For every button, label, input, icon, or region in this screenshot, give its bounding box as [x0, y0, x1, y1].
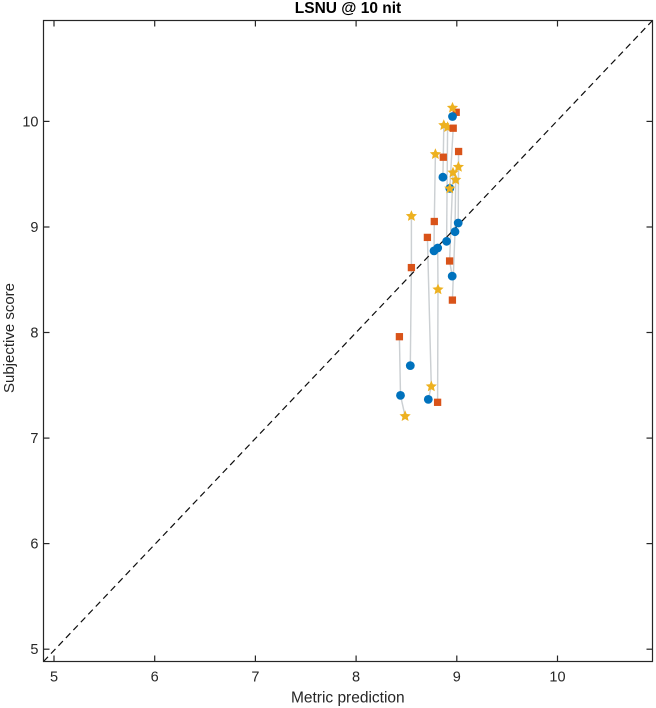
svg-text:10: 10	[22, 114, 38, 130]
svg-text:5: 5	[30, 642, 38, 658]
svg-text:9: 9	[30, 220, 38, 236]
svg-text:6: 6	[30, 537, 38, 553]
svg-text:8: 8	[30, 326, 38, 342]
svg-text:Metric prediction: Metric prediction	[291, 690, 405, 707]
svg-text:9: 9	[453, 670, 461, 686]
svg-text:8: 8	[352, 670, 360, 686]
svg-text:10: 10	[549, 670, 565, 686]
svg-text:LSNU @ 10 nit: LSNU @ 10 nit	[295, 0, 401, 17]
svg-text:5: 5	[50, 670, 58, 686]
svg-text:7: 7	[251, 670, 259, 686]
svg-text:Subjective score: Subjective score	[1, 283, 18, 393]
svg-text:6: 6	[151, 670, 159, 686]
svg-text:7: 7	[30, 431, 38, 447]
